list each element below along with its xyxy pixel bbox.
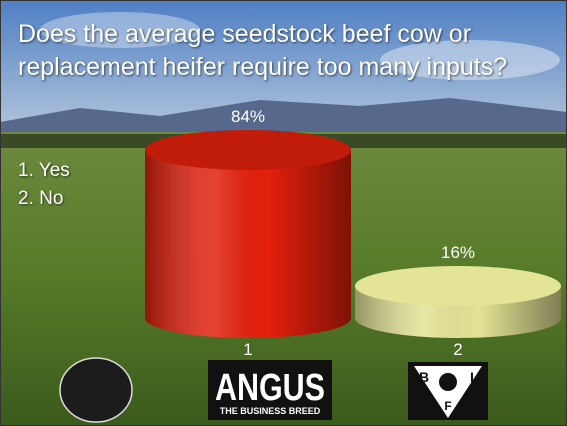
angus-text: ANGUS (215, 367, 325, 409)
bif-letter: B (419, 369, 429, 385)
bar-top-shade (145, 130, 351, 170)
slide-title: Does the average seedstock beef cow or r… (18, 20, 508, 81)
angus-tagline: THE BUSINESS BREED (220, 406, 321, 416)
option: 1. Yes (18, 160, 70, 181)
bar-shading (145, 150, 351, 338)
category-label: 1 (243, 340, 252, 359)
cloud (380, 40, 560, 80)
bar-top (145, 130, 351, 170)
category-label: 2 (453, 340, 462, 359)
bif-emblem (59, 357, 133, 423)
bif-letter: I (470, 369, 474, 385)
angus-logo (208, 360, 332, 420)
cloud (40, 12, 200, 48)
mountains (0, 98, 567, 135)
bar-top (355, 266, 561, 306)
value-label: 84% (231, 107, 265, 126)
option: 2. No (18, 188, 64, 209)
bif-head (439, 373, 457, 391)
value-label: 16% (441, 243, 475, 262)
bif-triangle (414, 366, 482, 418)
bif-letter: F (444, 399, 451, 413)
